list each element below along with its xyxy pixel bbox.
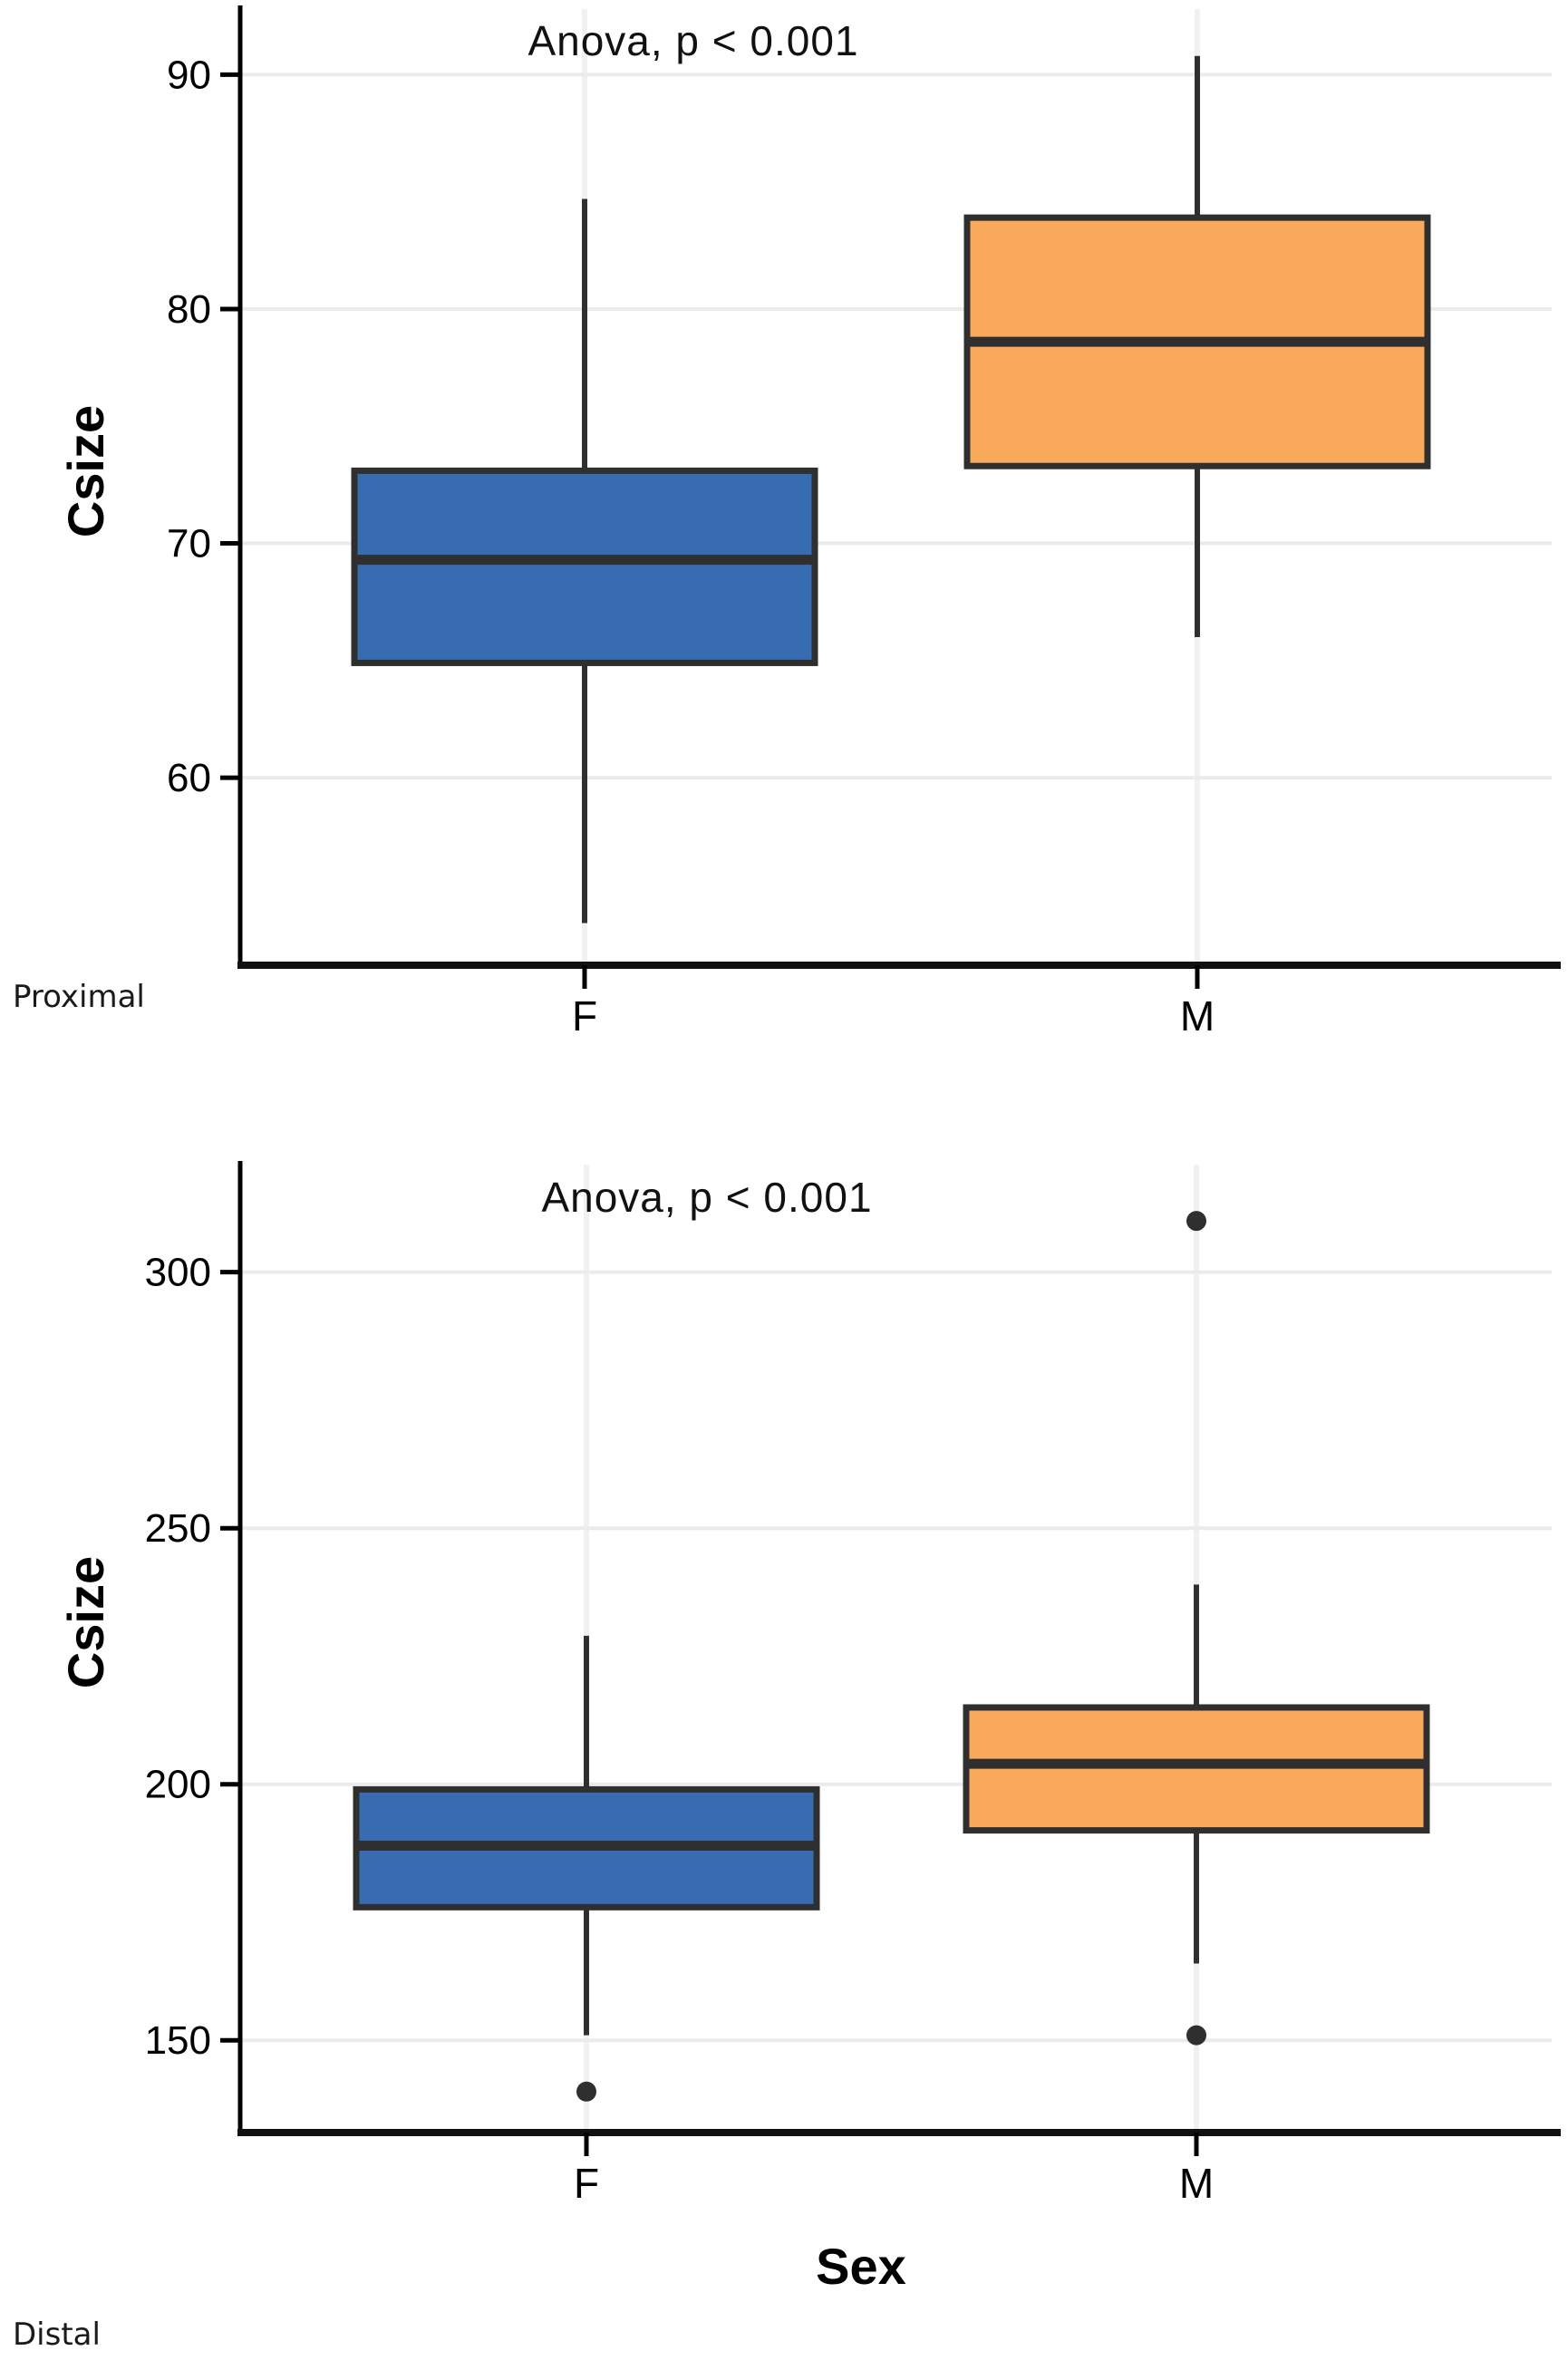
x-tick-label: F [572,992,597,1040]
box-F [351,467,818,666]
distal-boxplot-svg: 150 200 250 300 F M [145,1161,1561,2207]
y-axis-title-distal: Csize [57,1555,114,1689]
y-tick-label: 70 [167,522,211,566]
panel-caption-distal: Distal [13,2317,101,2353]
panel-caption-proximal: Proximal [13,979,145,1015]
anova-annotation-proximal: Anova, p < 0.001 [528,17,859,64]
x-tick-label: F [574,2160,599,2207]
outlier-dot [1186,2025,1206,2046]
box-M [963,1704,1430,1834]
proximal-boxplot-svg: 60 70 80 90 F M [167,5,1561,1040]
x-tick-label: M [1179,2160,1214,2207]
y-tick-label: 150 [145,2018,211,2063]
y-tick-label: 90 [167,53,211,97]
y-axis-title-proximal: Csize [57,404,114,538]
y-tick-label: 250 [145,1506,211,1551]
x-axis-title-sex: Sex [816,2238,906,2295]
y-tick-label: 300 [145,1251,211,1295]
anova-annotation-distal: Anova, p < 0.001 [541,1174,873,1221]
y-tick-label: 60 [167,756,211,800]
outlier-dot [576,2081,596,2102]
y-tick-label: 80 [167,287,211,332]
outlier-dot [1186,1211,1206,1232]
x-tick-label: M [1180,992,1215,1040]
y-tick-label: 200 [145,1763,211,1807]
